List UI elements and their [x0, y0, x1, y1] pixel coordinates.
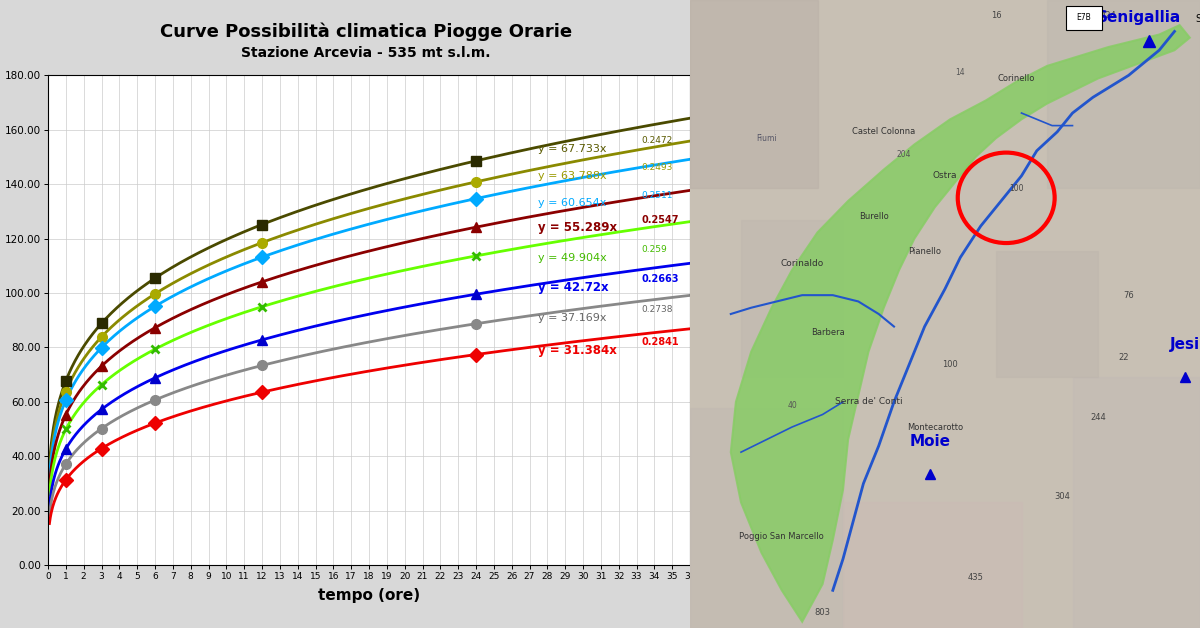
Text: 100: 100 — [1009, 184, 1024, 193]
Text: 0.2663: 0.2663 — [642, 274, 679, 284]
Bar — [1046, 0, 1200, 188]
Text: 0.2738: 0.2738 — [642, 305, 673, 314]
Text: Tr=300 anni: Tr=300 anni — [737, 181, 800, 191]
Text: Jesi: Jesi — [1170, 337, 1200, 352]
Bar — [842, 502, 1021, 628]
Text: Tr=500 anni: Tr=500 anni — [737, 134, 800, 144]
Text: Tr=20 anni: Tr=20 anni — [737, 366, 794, 376]
Text: y = 37.169x: y = 37.169x — [539, 313, 607, 323]
Text: SEN: SEN — [1195, 14, 1200, 24]
Text: Tr=50 anni: Tr=50 anni — [737, 320, 794, 330]
Text: 14: 14 — [955, 68, 965, 77]
Text: Stazione Arcevia - 535 mt s.l.m.: Stazione Arcevia - 535 mt s.l.m. — [241, 46, 491, 60]
Text: y = 67.733x: y = 67.733x — [539, 144, 607, 154]
Text: Burello: Burello — [859, 212, 888, 221]
Text: 0.2472: 0.2472 — [642, 136, 673, 145]
Text: y = 63.788x: y = 63.788x — [539, 171, 607, 181]
Text: 244: 244 — [1090, 413, 1106, 422]
Text: Serra de' Conti: Serra de' Conti — [835, 398, 902, 406]
Text: Tr=100 anni: Tr=100 anni — [737, 273, 800, 283]
Text: y = 55.289x: y = 55.289x — [539, 221, 618, 234]
Text: E7B: E7B — [1076, 13, 1091, 22]
FancyBboxPatch shape — [1067, 6, 1102, 30]
Text: 435: 435 — [967, 573, 984, 582]
Bar — [996, 251, 1098, 377]
Text: 0.2493: 0.2493 — [642, 163, 673, 172]
Text: Montecarotto: Montecarotto — [907, 423, 962, 431]
Text: 16: 16 — [991, 11, 1001, 20]
Polygon shape — [731, 25, 1190, 622]
Text: 40: 40 — [787, 401, 797, 410]
Text: 100: 100 — [942, 360, 958, 369]
Text: Curve Possibilità climatica Piogge Orarie: Curve Possibilità climatica Piogge Orari… — [160, 23, 572, 41]
Text: Barbera: Barbera — [811, 328, 845, 337]
Text: Castel Colonna: Castel Colonna — [852, 127, 916, 136]
Text: Fiumi: Fiumi — [756, 134, 776, 143]
Text: Corinaldo: Corinaldo — [780, 259, 824, 268]
Text: y = 42.72x: y = 42.72x — [539, 281, 610, 294]
Text: 204: 204 — [896, 150, 912, 159]
Text: Ostra: Ostra — [932, 171, 958, 180]
Text: Pianello: Pianello — [908, 247, 941, 256]
X-axis label: tempo (ore): tempo (ore) — [318, 588, 420, 603]
Text: Tr=5 anni: Tr=5 anni — [737, 458, 787, 468]
Bar — [690, 0, 817, 188]
Text: 76: 76 — [1123, 291, 1134, 300]
Text: Poggio San Marcello: Poggio San Marcello — [739, 533, 824, 541]
Text: y = 31.384x: y = 31.384x — [539, 344, 617, 357]
Text: 0.2547: 0.2547 — [642, 215, 679, 225]
Text: Moie: Moie — [910, 434, 950, 449]
Bar — [742, 220, 842, 377]
Text: Corinello: Corinello — [997, 74, 1036, 83]
Text: Tr=200 anni: Tr=200 anni — [737, 227, 800, 237]
Text: 22: 22 — [1118, 354, 1129, 362]
Text: y = 49.904x: y = 49.904x — [539, 252, 607, 263]
Text: 424: 424 — [1100, 11, 1116, 20]
Text: 0.2511: 0.2511 — [642, 191, 673, 200]
Text: 0.2841: 0.2841 — [642, 337, 679, 347]
Text: 0.259: 0.259 — [642, 245, 667, 254]
Text: Senigallia: Senigallia — [1097, 10, 1181, 25]
Text: Tr=10 anni: Tr=10 anni — [737, 412, 794, 422]
Bar — [1073, 377, 1200, 628]
Text: 803: 803 — [815, 608, 830, 617]
Text: y = 60.654x: y = 60.654x — [539, 198, 607, 208]
Bar — [690, 408, 842, 628]
Text: 304: 304 — [1055, 492, 1070, 501]
